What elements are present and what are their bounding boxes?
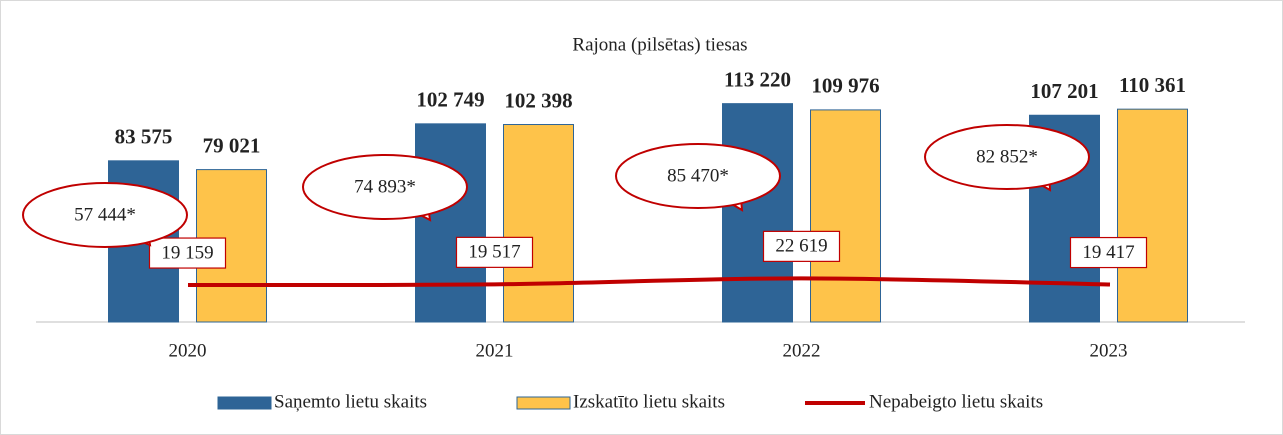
data-label: 83 575 [115, 125, 173, 149]
data-label-box [762, 230, 841, 262]
data-label: 19 517 [468, 242, 520, 263]
x-tick-label: 2023 [1090, 340, 1128, 361]
annotation: 82 852* [976, 146, 1038, 167]
annotation: 74 893* [354, 176, 416, 197]
x-tick-label: 2020 [169, 340, 207, 361]
data-label: 79 021 [203, 133, 261, 157]
data-label: 102 398 [504, 88, 572, 112]
bar [722, 103, 793, 323]
data-label: 19 417 [1082, 242, 1134, 263]
annotation: 85 470* [667, 165, 729, 186]
bar [415, 123, 486, 323]
legend-label: Nepabeigto lietu skaits [869, 391, 1043, 412]
line [187, 276, 1111, 288]
data-label: 113 220 [724, 67, 791, 91]
data-label-box [148, 237, 227, 269]
data-label: 107 201 [1030, 79, 1098, 103]
data-label-box [1069, 236, 1148, 269]
data-label: 19 159 [161, 242, 213, 263]
bar [503, 124, 574, 323]
legend-swatch [217, 396, 272, 410]
callout-cover [712, 190, 746, 198]
callout-cover [1021, 171, 1055, 179]
annotation: 57 444* [74, 204, 136, 225]
x-tick-label: 2021 [476, 340, 514, 361]
data-label-box [455, 236, 534, 268]
callout-cover [399, 201, 433, 209]
data-label: 110 361 [1119, 73, 1186, 97]
data-label: 109 976 [811, 74, 879, 98]
legend-label: Izskatīto lietu skaits [573, 391, 725, 412]
data-label: 22 619 [775, 236, 827, 257]
x-tick-label: 2022 [783, 340, 821, 361]
callout-cover [119, 229, 153, 237]
legend-label: Saņemto lietu skaits [274, 391, 427, 412]
chart-title: Rajona (pilsētas) tiesas [572, 34, 747, 55]
data-label: 102 749 [416, 88, 484, 112]
bar [1117, 108, 1188, 323]
bar [810, 109, 881, 323]
legend-swatch [516, 396, 571, 410]
